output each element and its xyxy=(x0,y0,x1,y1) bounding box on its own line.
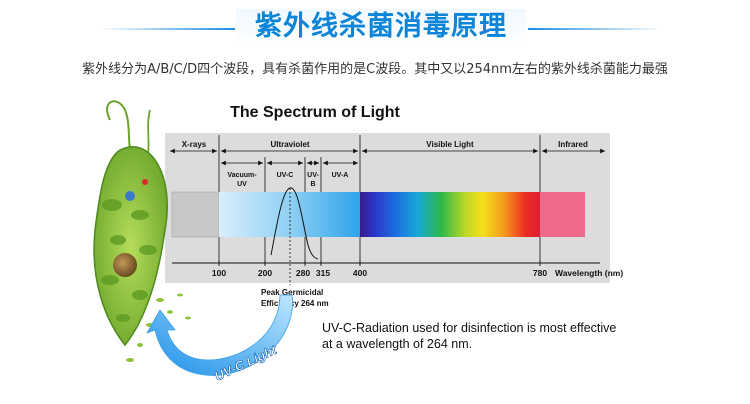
sub-band-uvb-1: UV- xyxy=(307,172,319,179)
microorganism-illustration xyxy=(93,100,168,347)
tick-label-100: 100 xyxy=(212,268,226,278)
title-divider-left xyxy=(100,28,235,30)
axis-label: Wavelength (nm) xyxy=(555,268,623,278)
page-title: 紫外线杀菌消毒原理 xyxy=(236,9,526,45)
caption-line1: UV-C-Radiation used for disinfection is … xyxy=(322,321,617,335)
title-band: 紫外线杀菌消毒原理 xyxy=(0,6,750,46)
tick-label-780: 780 xyxy=(533,268,547,278)
sub-band-vacuum-1: Vacuum- xyxy=(227,172,257,179)
uv-segment xyxy=(219,192,360,237)
sub-band-vacuum-2: UV xyxy=(237,181,247,188)
page-subtitle: 紫外线分为A/B/C/D四个波段，具有杀菌作用的是C波段。其中又以254nm左右… xyxy=(82,62,668,77)
sub-band-uvc: UV-C xyxy=(277,172,294,179)
title-divider-right xyxy=(528,28,663,30)
sub-band-uva: UV-A xyxy=(332,172,349,179)
band-arrows xyxy=(170,148,605,166)
band-label-visible: Visible Light xyxy=(426,140,474,149)
band-label-infrared: Infrared xyxy=(558,140,588,149)
xray-segment xyxy=(171,191,220,238)
tick-label-200: 200 xyxy=(258,268,272,278)
peak-label-line1: Peak Germicidal xyxy=(261,288,323,297)
caption: UV-C-Radiation used for disinfection is … xyxy=(322,320,652,352)
axis-ticks xyxy=(218,260,541,266)
tick-label-280: 280 xyxy=(296,268,310,278)
tick-label-400: 400 xyxy=(353,268,367,278)
band-label-ultraviolet: Ultraviolet xyxy=(270,140,309,149)
tick-label-315: 315 xyxy=(316,268,330,278)
spectrum-heading: The Spectrum of Light xyxy=(230,104,400,121)
band-label-xrays: X-rays xyxy=(182,140,207,149)
infrared-segment xyxy=(540,192,585,237)
uvc-light-arrow xyxy=(146,294,293,376)
sub-band-uvb-2: B xyxy=(310,181,315,188)
peak-label-line2: Efficiency 264 nm xyxy=(261,299,329,308)
germicidal-curve xyxy=(270,187,319,260)
caption-line2: at a wavelength of 264 nm. xyxy=(322,337,473,351)
visible-segment xyxy=(360,192,540,237)
